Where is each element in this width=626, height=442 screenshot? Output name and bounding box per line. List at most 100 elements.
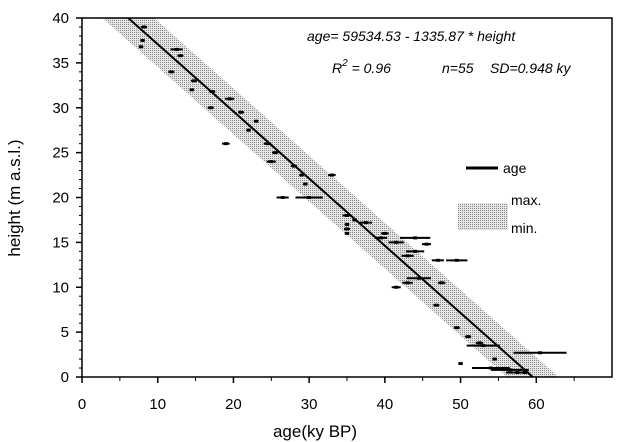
sd-annotation: SD=0.948 ky xyxy=(490,60,572,76)
data-point xyxy=(299,173,304,177)
data-point xyxy=(381,231,389,235)
series-layer xyxy=(138,25,567,375)
data-point xyxy=(303,182,308,186)
data-point xyxy=(140,38,145,42)
y-tick-label: 35 xyxy=(52,55,69,72)
data-point xyxy=(168,70,175,74)
data-point xyxy=(189,88,195,92)
data-point xyxy=(421,242,432,246)
equation-annotation: age= 59534.53 - 1335.87 * height xyxy=(307,28,516,44)
data-point-marker xyxy=(303,182,308,186)
y-tick-label: 10 xyxy=(52,279,69,296)
data-point-marker xyxy=(507,368,512,372)
data-point-marker xyxy=(178,54,183,58)
data-point xyxy=(246,128,251,132)
data-point-marker xyxy=(299,173,304,177)
data-point-marker xyxy=(435,258,440,262)
data-point-marker xyxy=(273,151,278,155)
data-point xyxy=(388,240,404,244)
data-point xyxy=(266,160,276,164)
data-point-marker xyxy=(223,142,228,146)
data-point-marker xyxy=(307,196,312,199)
data-point-marker xyxy=(413,236,418,240)
data-point xyxy=(225,97,235,101)
data-point-marker xyxy=(345,213,349,217)
x-tick-label: 40 xyxy=(377,396,394,413)
data-point-marker xyxy=(434,303,439,307)
data-point-marker xyxy=(139,45,144,49)
data-point-marker xyxy=(394,240,399,244)
y-tick-label: 40 xyxy=(52,10,69,27)
data-point-marker xyxy=(329,173,334,177)
data-point xyxy=(222,142,230,146)
data-point xyxy=(272,151,279,155)
regression-line xyxy=(127,17,534,378)
y-tick-label: 0 xyxy=(61,369,69,386)
data-point-marker xyxy=(379,236,384,240)
data-point-marker xyxy=(382,231,387,235)
data-point-marker xyxy=(405,281,410,285)
data-point xyxy=(237,110,245,114)
data-point-marker xyxy=(454,326,459,330)
data-point xyxy=(141,25,148,29)
data-point-marker xyxy=(394,285,399,289)
data-point xyxy=(207,106,214,110)
data-point-marker xyxy=(280,196,285,199)
data-point xyxy=(490,368,529,372)
legend-min-label: min. xyxy=(511,220,537,236)
data-point xyxy=(406,249,425,253)
legend-age-label: age xyxy=(503,160,527,176)
data-point-marker xyxy=(169,70,174,74)
data-point xyxy=(492,357,497,361)
data-point xyxy=(253,119,259,123)
data-point xyxy=(344,231,350,235)
data-point xyxy=(191,79,198,83)
r2-annotation: R2 = 0.96 xyxy=(332,58,391,76)
data-point xyxy=(471,366,510,370)
y-tick-label: 25 xyxy=(52,145,69,162)
data-point xyxy=(170,47,183,51)
x-tick-label: 50 xyxy=(452,396,469,413)
data-point xyxy=(433,303,440,307)
data-point xyxy=(391,285,401,289)
data-point-marker xyxy=(515,371,520,375)
data-point-marker xyxy=(345,227,349,231)
data-point xyxy=(344,222,350,226)
data-point-marker xyxy=(466,335,471,339)
data-point-marker xyxy=(477,341,482,345)
data-point xyxy=(406,276,432,280)
r2-label: R xyxy=(332,60,342,76)
data-point-marker xyxy=(481,344,486,348)
data-point-marker xyxy=(405,254,410,258)
legend: age max. min. xyxy=(458,160,541,236)
data-point-marker xyxy=(239,110,243,114)
y-tick-label: 30 xyxy=(52,100,69,117)
data-point-marker xyxy=(254,119,259,123)
data-point xyxy=(401,254,414,258)
data-point-marker xyxy=(458,362,463,366)
regression-line-layer xyxy=(127,17,534,378)
y-tick-label: 15 xyxy=(52,234,69,251)
data-point-marker xyxy=(345,222,349,226)
data-point-marker xyxy=(142,25,147,29)
data-point-marker xyxy=(538,351,543,355)
data-point xyxy=(328,173,336,177)
data-point-marker xyxy=(416,276,421,280)
x-tick-label: 30 xyxy=(301,396,318,413)
data-point-marker xyxy=(269,160,274,164)
data-point-marker xyxy=(454,258,459,262)
data-point-marker xyxy=(522,371,527,375)
data-point-marker xyxy=(363,221,368,225)
data-point-marker xyxy=(265,142,270,146)
data-point-marker xyxy=(174,47,179,51)
data-point xyxy=(359,221,372,225)
data-point-marker xyxy=(439,281,444,285)
data-point-marker xyxy=(424,242,429,246)
data-point xyxy=(400,236,431,240)
r2-value: = 0.96 xyxy=(348,60,391,76)
data-point xyxy=(465,335,472,339)
data-point xyxy=(402,281,413,285)
data-point xyxy=(453,326,460,330)
data-point xyxy=(458,362,463,366)
